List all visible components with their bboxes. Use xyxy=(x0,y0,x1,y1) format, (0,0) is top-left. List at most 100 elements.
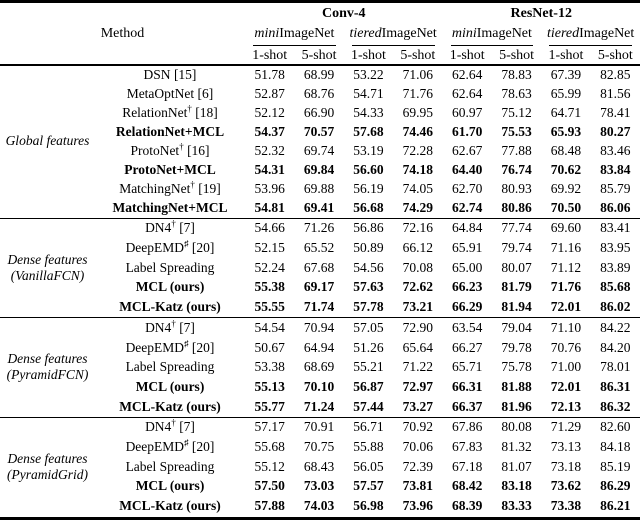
table-header: Method Conv-4 ResNet-12 miniImageNet tie… xyxy=(0,3,640,64)
value-cell: 81.07 xyxy=(501,458,532,474)
method-name: DN4 xyxy=(145,220,172,236)
method-group: Dense features (PyramidGrid) DN4† [7] 57.17… xyxy=(0,416,640,517)
method-reference: [18] xyxy=(191,105,218,120)
value-cell: 53.19 xyxy=(353,143,384,158)
value-cell: 67.83 xyxy=(452,439,483,455)
value-cell: 50.67 xyxy=(254,339,285,355)
value-cell: 70.57 xyxy=(303,124,335,139)
value-cell: 75.12 xyxy=(501,105,532,120)
value-cell: 65.99 xyxy=(550,86,582,101)
group-label-line: (VanillaFCN) xyxy=(10,267,85,283)
value-cell: 83.89 xyxy=(600,259,631,275)
method-cell: MCL (ours) xyxy=(95,478,245,494)
table-row: MCL (ours) 57.50 73.03 57.57 73.81 68.42 83.18… xyxy=(95,477,640,497)
method-name: MetaOptNet xyxy=(126,86,195,101)
group-label: Dense features (PyramidFCN) xyxy=(0,318,95,417)
value-cell: 54.56 xyxy=(353,259,384,275)
value-cell: 70.75 xyxy=(303,439,335,455)
value-cell: 71.76 xyxy=(402,86,433,101)
value-cell: 85.19 xyxy=(600,458,631,474)
value-cell: 64.84 xyxy=(452,220,483,236)
method-reference: [20] xyxy=(188,240,215,256)
value-cell: 69.88 xyxy=(303,181,335,196)
value-cell: 75.78 xyxy=(501,359,532,375)
shot-header: 1-shot xyxy=(252,48,288,63)
value-cell: 57.17 xyxy=(254,419,285,435)
method-superscript: † xyxy=(171,318,176,329)
value-cell: 66.37 xyxy=(452,398,483,414)
method-cell: ProtoNet+MCL xyxy=(95,162,245,178)
value-cell: 66.90 xyxy=(303,105,335,120)
table-row: RelationNet† [18] 52.12 66.90 54.33 69.95 60.… xyxy=(95,104,640,123)
method-column-header: Method xyxy=(100,25,145,41)
value-cell: 71.10 xyxy=(550,319,582,335)
value-cell: 55.38 xyxy=(254,279,285,295)
value-cell: 71.26 xyxy=(303,220,335,236)
method-name: MCL (ours) xyxy=(135,478,205,494)
dataset-underline xyxy=(450,45,534,46)
method-name: RelationNet+MCL xyxy=(115,124,225,139)
value-cell: 66.29 xyxy=(452,299,483,315)
value-cell: 56.68 xyxy=(353,200,384,215)
value-cell: 68.42 xyxy=(452,478,483,494)
dataset-name: miniImageNet xyxy=(451,26,532,41)
value-cell: 51.78 xyxy=(254,67,285,82)
value-cell: 55.12 xyxy=(254,458,285,474)
method-group: Global features DSN [15] 51.78 68.99 53.22 71… xyxy=(0,66,640,218)
value-cell: 54.81 xyxy=(254,200,285,215)
method-name: MCL (ours) xyxy=(135,279,205,295)
group-rows: DSN [15] 51.78 68.99 53.22 71.06 62.64 78.83 67… xyxy=(95,66,640,218)
value-cell: 69.84 xyxy=(303,162,335,177)
value-cell: 76.74 xyxy=(501,162,532,177)
method-name: MCL-Katz (ours) xyxy=(119,498,221,514)
value-cell: 77.88 xyxy=(501,143,532,158)
value-cell: 69.17 xyxy=(303,279,335,295)
shot-header: 5-shot xyxy=(597,48,633,63)
value-cell: 85.79 xyxy=(600,181,631,196)
value-cell: 72.62 xyxy=(402,279,433,295)
method-name: MCL (ours) xyxy=(135,378,205,394)
method-cell: MCL-Katz (ours) xyxy=(95,498,245,514)
method-superscript: ♯ xyxy=(184,338,189,349)
method-name: MatchingNet xyxy=(119,181,191,196)
value-cell: 57.44 xyxy=(353,398,384,414)
table-row: RelationNet+MCL 54.37 70.57 57.68 74.46 61.70… xyxy=(95,123,640,142)
value-cell: 72.01 xyxy=(550,378,582,394)
value-cell: 70.76 xyxy=(550,339,582,355)
value-cell: 81.94 xyxy=(501,299,532,315)
value-cell: 63.54 xyxy=(452,319,483,335)
shot-header: 5-shot xyxy=(499,48,535,63)
table-row: DSN [15] 51.78 68.99 53.22 71.06 62.64 78.83 67… xyxy=(95,66,640,85)
value-cell: 54.31 xyxy=(254,162,285,177)
value-cell: 65.00 xyxy=(452,259,483,275)
value-cell: 79.78 xyxy=(501,339,532,355)
value-cell: 54.33 xyxy=(353,105,384,120)
value-cell: 52.32 xyxy=(254,143,285,158)
value-cell: 83.41 xyxy=(600,220,631,236)
group-rows: DN4† [7] 54.66 71.26 56.86 72.16 64.84 77.74 69… xyxy=(95,219,640,318)
method-reference: [7] xyxy=(175,319,195,335)
method-name: MCL-Katz (ours) xyxy=(119,299,221,315)
value-cell: 62.67 xyxy=(452,143,483,158)
value-cell: 64.40 xyxy=(452,162,483,177)
value-cell: 68.99 xyxy=(303,67,335,82)
table-rule-bottom xyxy=(0,517,640,520)
method-name: RelationNet xyxy=(122,105,188,120)
value-cell: 52.12 xyxy=(254,105,285,120)
method-name: MCL-Katz (ours) xyxy=(119,398,221,414)
table-row: DeepEMD♯ [20] 52.15 65.52 50.89 66.12 65.91 79… xyxy=(95,238,640,258)
method-name: MatchingNet+MCL xyxy=(112,200,228,215)
method-name: Label Spreading xyxy=(125,259,215,275)
method-cell: DN4† [7] xyxy=(95,318,245,336)
value-cell: 86.29 xyxy=(600,478,631,494)
method-cell: MCL (ours) xyxy=(95,279,245,295)
value-cell: 86.31 xyxy=(600,378,631,394)
method-cell: DeepEMD♯ [20] xyxy=(95,438,245,455)
value-cell: 78.63 xyxy=(501,86,532,101)
value-cell: 79.04 xyxy=(501,319,532,335)
value-cell: 72.16 xyxy=(402,220,433,236)
value-cell: 67.68 xyxy=(303,259,335,275)
value-cell: 53.22 xyxy=(353,67,384,82)
value-cell: 72.39 xyxy=(402,458,433,474)
